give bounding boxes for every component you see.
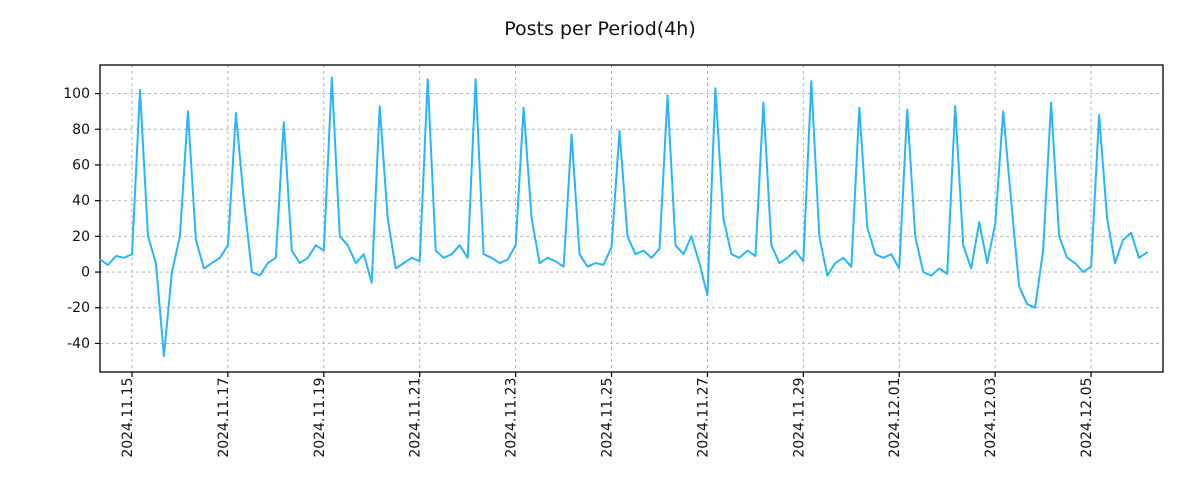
y-tick-label: 60 [72,157,90,173]
x-tick-label: 2024.11.21 [408,378,424,458]
x-tick-label: 2024.11.17 [216,378,232,458]
x-tick-label: 2024.11.27 [695,378,711,458]
data-line [99,76,1148,357]
chart-title: Posts per Period(4h) [504,18,696,40]
y-tick-label: -40 [67,336,90,352]
y-tick-label: 0 [81,265,90,281]
y-tick-label: 80 [72,122,90,138]
x-tick-label: 2024.12.03 [983,378,999,458]
y-tick-label: -20 [67,300,90,316]
x-tick-label: 2024.11.15 [120,378,136,458]
x-tick-label: 2024.11.25 [600,378,616,458]
y-tick-label: 20 [72,229,90,245]
x-tick-label: 2024.11.19 [312,378,328,458]
plot-border [99,64,1164,373]
x-tick-label: 2024.12.01 [887,378,903,458]
x-tick-label: 2024.11.23 [504,378,520,458]
x-tick-label: 2024.11.29 [791,378,807,458]
y-tick-label: 100 [63,86,90,102]
x-tick-label: 2024.12.05 [1079,378,1095,458]
y-tick-label: 40 [72,193,90,209]
